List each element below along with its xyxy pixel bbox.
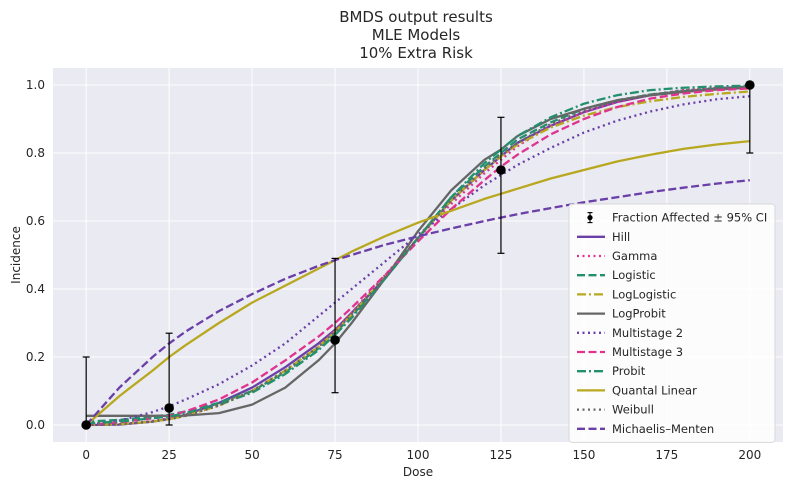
legend: Fraction Affected ± 95% CI Hill Gamma Logis… [568, 203, 776, 443]
series-line-quantal-linear [85, 139, 750, 426]
series-line-michaelis-menten [85, 179, 750, 426]
x-axis-label: Dose [403, 465, 433, 479]
observed-data [81, 80, 755, 430]
chart-title-line-3: 10% Extra Risk [359, 44, 473, 62]
chart-title-line-2: MLE Models [372, 26, 461, 44]
x-tick-label: 100 [407, 448, 430, 462]
y-tick-label: 0.6 [26, 214, 45, 228]
y-tick-label: 0.8 [26, 146, 45, 160]
observed-point [496, 165, 506, 175]
legend-label: Michaelis–Menten [612, 422, 714, 436]
model-curves [85, 84, 750, 427]
y-tick-label: 0.0 [26, 418, 45, 432]
legend-label: Gamma [612, 249, 657, 263]
x-tick-label: 150 [572, 448, 595, 462]
x-axis-ticks: 0 25 50 75 100 125 150 175 200 [82, 448, 761, 462]
observed-point [164, 403, 174, 413]
chart-title-line-1: BMDS output results [339, 8, 493, 26]
legend-label: LogLogistic [612, 287, 676, 301]
legend-label: LogProbit [612, 307, 666, 321]
legend-marker-point [587, 215, 593, 221]
y-tick-label: 0.4 [26, 282, 45, 296]
legend-box [568, 203, 776, 443]
x-tick-label: 0 [82, 448, 90, 462]
y-tick-label: 0.2 [26, 350, 45, 364]
y-axis-ticks: 0.0 0.2 0.4 0.6 0.8 1.0 [26, 78, 45, 432]
series-line-probit [86, 84, 750, 425]
x-tick-label: 25 [161, 448, 176, 462]
x-tick-label: 125 [490, 448, 513, 462]
observed-point [330, 335, 340, 345]
x-tick-label: 175 [655, 448, 678, 462]
observed-point [81, 420, 91, 430]
x-tick-label: 200 [738, 448, 761, 462]
y-axis-label: Incidence [9, 226, 23, 284]
observed-point [745, 80, 755, 90]
legend-label: Logistic [612, 268, 656, 282]
legend-label: Multistage 2 [612, 326, 683, 340]
series-line-multistage-2 [86, 95, 750, 427]
x-tick-label: 50 [244, 448, 259, 462]
series-line-weibull [86, 85, 750, 427]
x-tick-label: 75 [327, 448, 342, 462]
legend-label: Weibull [612, 403, 654, 417]
legend-label: Quantal Linear [612, 383, 697, 397]
y-tick-label: 1.0 [26, 78, 45, 92]
legend-label: Hill [612, 230, 630, 244]
series-line-multistage-3 [86, 87, 750, 427]
legend-label: Multistage 3 [612, 345, 683, 359]
legend-label: Fraction Affected ± 95% CI [612, 211, 767, 225]
legend-label: Probit [612, 364, 646, 378]
